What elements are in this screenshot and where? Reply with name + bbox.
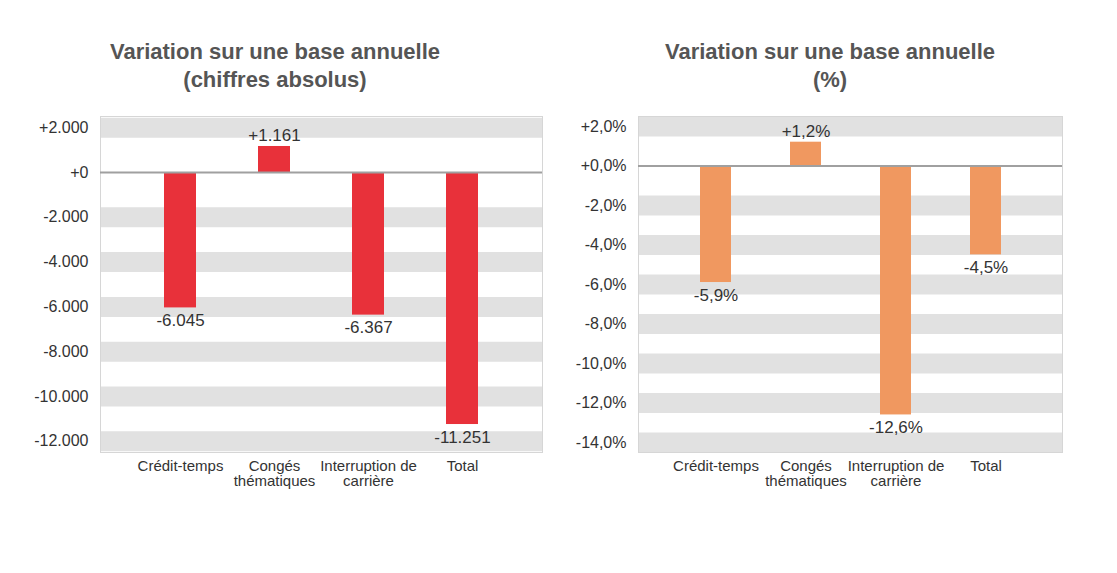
svg-text:Total: Total: [447, 457, 479, 474]
svg-text:-4.000: -4.000: [43, 253, 88, 270]
svg-text:Interruption decarrière: Interruption decarrière: [848, 457, 945, 489]
svg-text:-10.000: -10.000: [34, 388, 88, 405]
svg-text:-11.251: -11.251: [434, 428, 490, 447]
html-text:Variation sur une base annuell: Variation sur une base annuelle: [109, 39, 440, 64]
svg-text:-8.000: -8.000: [43, 343, 88, 360]
svg-text:+1.161: +1.161: [248, 126, 300, 145]
svg-text:-6.045: -6.045: [156, 311, 204, 330]
svg-text:-5,9%: -5,9%: [694, 286, 738, 305]
svg-text:+2.000: +2.000: [39, 119, 88, 136]
svg-text:-12,0%: -12,0%: [576, 394, 627, 411]
svg-text:-14,0%: -14,0%: [576, 434, 627, 451]
svg-text:Crédit-temps: Crédit-temps: [138, 457, 224, 474]
svg-text:Total: Total: [970, 457, 1002, 474]
svg-text:Crédit-temps: Crédit-temps: [673, 457, 759, 474]
svg-text:-4,5%: -4,5%: [964, 258, 1008, 277]
svg-text:-4,0%: -4,0%: [585, 236, 627, 253]
svg-text:+0,0%: +0,0%: [581, 157, 627, 174]
svg-text:-6.367: -6.367: [344, 318, 392, 337]
svg-text:-12.000: -12.000: [34, 432, 88, 449]
svg-text:Congésthématiques: Congésthématiques: [234, 457, 316, 489]
svg-text:+2,0%: +2,0%: [581, 118, 627, 135]
svg-text:+0: +0: [70, 164, 88, 181]
svg-text:-6.000: -6.000: [43, 298, 88, 315]
svg-text:Interruption decarrière: Interruption decarrière: [320, 457, 417, 489]
html-text:Variation sur une base annuell: Variation sur une base annuelle: [664, 39, 995, 64]
svg-text:-12,6%: -12,6%: [869, 418, 923, 437]
svg-text:-8,0%: -8,0%: [585, 315, 627, 332]
svg-text:-2,0%: -2,0%: [585, 197, 627, 214]
svg-text:-6,0%: -6,0%: [585, 276, 627, 293]
html-text:(chiffres absolus): (chiffres absolus): [183, 67, 367, 92]
svg-text:-2.000: -2.000: [43, 208, 88, 225]
svg-text:Congésthématiques: Congésthématiques: [765, 457, 847, 489]
svg-text:+1,2%: +1,2%: [782, 122, 831, 141]
svg-text:-10,0%: -10,0%: [576, 355, 627, 372]
